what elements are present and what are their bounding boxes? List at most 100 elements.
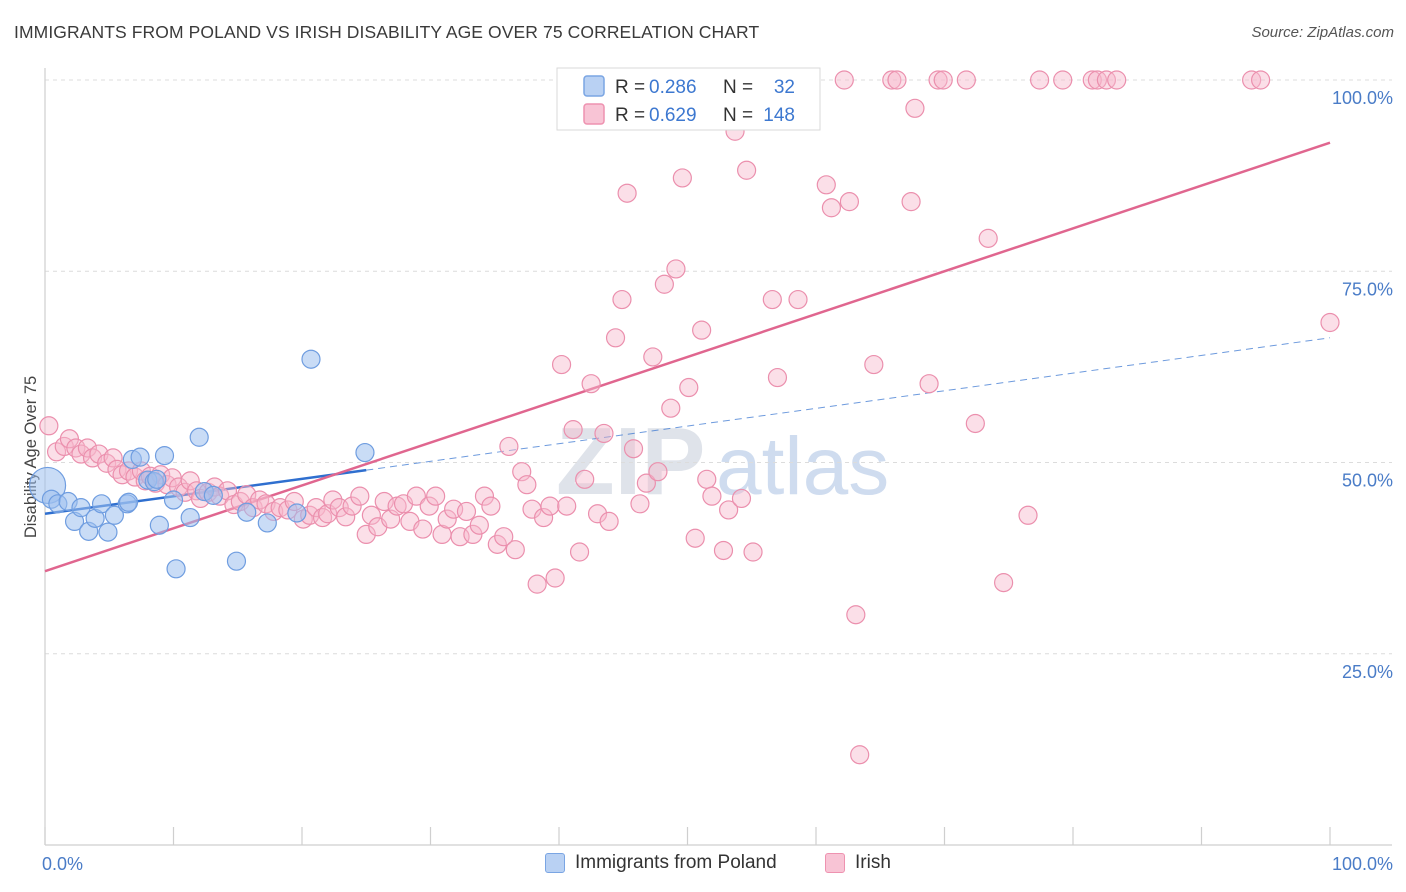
point-poland-17 [147,469,167,489]
data-points [28,70,1340,765]
point-irish-74 [499,436,519,457]
stats-r-value-irish: 0.629 [649,105,697,126]
point-poland-25 [203,485,223,505]
point-irish-106 [692,320,712,340]
point-irish-115 [743,542,763,562]
point-poland-22 [180,507,200,528]
source-credit: Source: ZipAtlas.com [1251,24,1394,41]
point-irish-44 [312,507,333,528]
point-irish-119 [816,175,836,195]
point-irish-125 [864,354,884,375]
legend-label-poland: Immigrants from Poland [575,852,777,873]
point-irish-51 [356,524,376,545]
point-irish-116 [762,289,782,310]
point-irish-0 [39,416,59,436]
point-irish-130 [919,374,939,394]
point-irish-132 [933,70,953,90]
point-irish-126 [882,70,902,90]
point-poland-14 [130,447,150,467]
point-poland-8 [91,494,112,514]
x-tick-label-left: 0.0% [42,854,83,874]
point-irish-52 [361,505,381,525]
point-poland-26 [226,551,247,571]
point-irish-100 [654,274,674,294]
point-irish-79 [527,574,547,594]
point-poland-31 [355,442,375,463]
point-irish-142 [1096,70,1117,90]
point-irish-72 [487,534,507,554]
point-irish-137 [1018,505,1038,525]
stats-legend: R = 0.286 N = 32 R = 0.629 N = 148 [556,67,821,131]
point-irish-104 [679,377,699,398]
point-irish-89 [587,504,608,524]
point-irish-49 [342,496,362,516]
x-tick-label-right: 100.0% [1332,854,1393,874]
point-irish-113 [731,488,752,509]
point-irish-133 [956,70,976,90]
point-irish-73 [494,527,514,547]
watermark-atlas: atlas [716,421,889,512]
point-irish-69 [469,515,489,535]
point-irish-86 [569,542,590,562]
point-irish-107 [697,469,717,489]
point-irish-95 [623,439,644,459]
point-irish-84 [557,496,577,516]
trend-line-poland-extension [366,337,1331,471]
point-irish-96 [630,494,650,514]
legend-swatch-poland [545,853,565,873]
point-poland-30 [301,349,321,369]
point-irish-54 [374,491,394,512]
point-poland-5 [71,498,91,518]
point-irish-10 [103,448,123,468]
legend-label-irish: Irish [855,852,891,873]
point-poland-20 [163,490,184,510]
point-irish-102 [666,259,686,279]
point-irish-9 [97,453,117,473]
point-irish-71 [481,496,501,516]
point-irish-134 [965,413,985,434]
point-irish-24 [180,471,200,491]
point-irish-43 [306,498,326,518]
point-poland-28 [257,513,277,533]
point-irish-97 [636,473,656,493]
point-poland-9 [98,522,118,542]
point-irish-80 [533,507,554,528]
stats-n-value-irish: 148 [763,105,795,126]
point-irish-121 [834,70,854,90]
point-irish-88 [581,374,601,394]
point-poland-10 [104,505,124,525]
point-irish-98 [643,347,663,367]
point-irish-6 [77,438,98,458]
point-irish-122 [839,192,860,212]
point-irish-61 [419,496,439,516]
point-irish-111 [719,500,739,520]
point-irish-145 [1251,70,1271,90]
stats-legend-swatch-irish [583,103,605,125]
point-irish-94 [617,183,637,203]
legend-item-poland: Immigrants from Poland [545,852,777,874]
point-irish-117 [767,367,788,388]
point-irish-128 [901,192,921,212]
y-tick-label-25: 25.0% [1342,662,1393,682]
point-irish-103 [672,168,692,188]
point-irish-92 [605,328,626,348]
point-irish-127 [887,70,907,90]
stats-n-value-poland: 32 [774,77,795,98]
point-irish-67 [456,501,477,522]
point-irish-77 [517,475,537,495]
point-poland-23 [189,427,209,447]
point-irish-36 [256,494,276,514]
point-irish-136 [994,573,1014,593]
point-irish-70 [474,486,495,506]
point-irish-138 [1029,70,1050,90]
point-irish-50 [350,486,370,506]
point-irish-81 [540,496,560,516]
point-irish-91 [599,511,619,532]
point-poland-19 [154,446,175,466]
y-tick-label-75: 75.0% [1342,279,1393,299]
point-irish-131 [928,70,948,90]
point-irish-87 [575,469,595,489]
legend-swatch-irish [825,853,845,873]
point-irish-85 [563,420,583,440]
